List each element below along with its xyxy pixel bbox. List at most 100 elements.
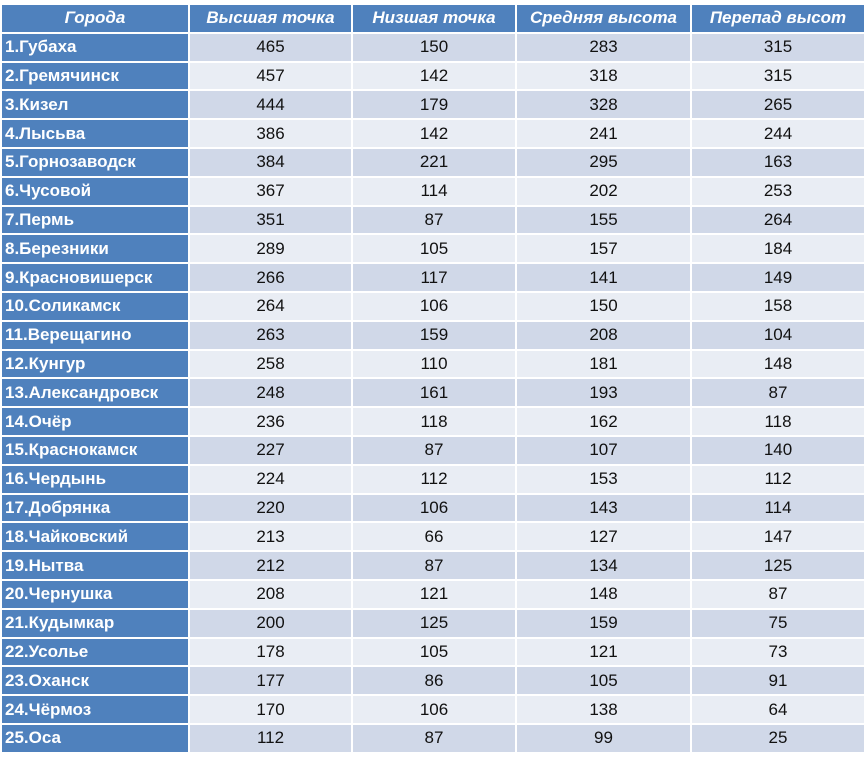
- cell-diff: 253: [692, 177, 864, 205]
- table-row: 13.Александровск 248 161 193 87: [2, 379, 864, 407]
- cell-avg: 141: [517, 264, 690, 291]
- cell-diff: 149: [692, 264, 864, 291]
- table-row: 1.Губаха 465 150 283 315: [2, 33, 864, 61]
- cell-diff: 315: [692, 62, 864, 90]
- cell-diff: 140: [692, 436, 864, 464]
- cell-city: 6.Чусовой: [2, 177, 188, 205]
- cell-max: 224: [190, 465, 351, 493]
- cell-diff: 265: [692, 91, 864, 119]
- column-header-min: Низшая точка: [353, 5, 515, 32]
- cell-avg: 328: [517, 91, 690, 119]
- cell-diff: 148: [692, 350, 864, 378]
- cell-city: 21.Кудымкар: [2, 609, 188, 637]
- table-row: 9.Красновишерск 266 117 141 149: [2, 264, 864, 291]
- cell-diff: 87: [692, 580, 864, 608]
- cell-max: 177: [190, 667, 351, 695]
- cell-avg: 121: [517, 638, 690, 666]
- table-row: 7.Пермь 351 87 155 264: [2, 206, 864, 234]
- cell-city: 3.Кизел: [2, 91, 188, 119]
- table-row: 12.Кунгур 258 110 181 148: [2, 350, 864, 378]
- cell-avg: 295: [517, 148, 690, 176]
- cell-city: 7.Пермь: [2, 206, 188, 234]
- cell-avg: 153: [517, 465, 690, 493]
- cell-min: 110: [353, 350, 515, 378]
- column-header-diff: Перепад высот: [692, 5, 864, 32]
- cell-max: 289: [190, 235, 351, 263]
- cell-min: 87: [353, 724, 515, 752]
- cell-min: 112: [353, 465, 515, 493]
- cell-max: 213: [190, 523, 351, 551]
- cell-min: 142: [353, 62, 515, 90]
- cell-diff: 125: [692, 552, 864, 579]
- cell-diff: 118: [692, 408, 864, 435]
- cell-diff: 147: [692, 523, 864, 551]
- cell-max: 351: [190, 206, 351, 234]
- table-row: 21.Кудымкар 200 125 159 75: [2, 609, 864, 637]
- cell-diff: 75: [692, 609, 864, 637]
- cell-city: 8.Березники: [2, 235, 188, 263]
- cell-max: 208: [190, 580, 351, 608]
- cell-min: 106: [353, 494, 515, 522]
- cell-avg: 181: [517, 350, 690, 378]
- cell-city: 5.Горнозаводск: [2, 148, 188, 176]
- table-row: 14.Очёр 236 118 162 118: [2, 408, 864, 435]
- cell-city: 10.Соликамск: [2, 292, 188, 320]
- cell-avg: 127: [517, 523, 690, 551]
- cell-diff: 315: [692, 33, 864, 61]
- table-row: 24.Чёрмоз 170 106 138 64: [2, 696, 864, 723]
- cell-avg: 99: [517, 724, 690, 752]
- cell-avg: 193: [517, 379, 690, 407]
- cell-diff: 112: [692, 465, 864, 493]
- table-row: 3.Кизел 444 179 328 265: [2, 91, 864, 119]
- cell-avg: 148: [517, 580, 690, 608]
- cell-max: 220: [190, 494, 351, 522]
- table-header-row: Города Высшая точка Низшая точка Средняя вы…: [2, 5, 864, 32]
- cell-max: 465: [190, 33, 351, 61]
- cell-min: 142: [353, 120, 515, 147]
- cell-max: 386: [190, 120, 351, 147]
- cell-min: 121: [353, 580, 515, 608]
- cell-max: 444: [190, 91, 351, 119]
- cell-min: 87: [353, 436, 515, 464]
- cell-min: 221: [353, 148, 515, 176]
- table-row: 25.Оса 112 87 99 25: [2, 724, 864, 752]
- cell-max: 263: [190, 321, 351, 349]
- cell-diff: 114: [692, 494, 864, 522]
- cell-min: 87: [353, 552, 515, 579]
- cell-city: 22.Усолье: [2, 638, 188, 666]
- cell-max: 258: [190, 350, 351, 378]
- cell-diff: 91: [692, 667, 864, 695]
- cell-city: 11.Верещагино: [2, 321, 188, 349]
- cell-avg: 107: [517, 436, 690, 464]
- table-row: 4.Лысьва 386 142 241 244: [2, 120, 864, 147]
- cell-avg: 157: [517, 235, 690, 263]
- cell-city: 1.Губаха: [2, 33, 188, 61]
- cell-diff: 264: [692, 206, 864, 234]
- cell-max: 264: [190, 292, 351, 320]
- cell-avg: 150: [517, 292, 690, 320]
- cell-max: 200: [190, 609, 351, 637]
- table-row: 17.Добрянка 220 106 143 114: [2, 494, 864, 522]
- cell-diff: 104: [692, 321, 864, 349]
- cell-diff: 158: [692, 292, 864, 320]
- table-row: 22.Усолье 178 105 121 73: [2, 638, 864, 666]
- cell-city: 23.Оханск: [2, 667, 188, 695]
- cell-city: 2.Гремячинск: [2, 62, 188, 90]
- table-row: 8.Березники 289 105 157 184: [2, 235, 864, 263]
- cell-max: 457: [190, 62, 351, 90]
- cell-city: 12.Кунгур: [2, 350, 188, 378]
- cell-city: 24.Чёрмоз: [2, 696, 188, 723]
- column-header-city: Города: [2, 5, 188, 32]
- table-row: 20.Чернушка 208 121 148 87: [2, 580, 864, 608]
- cell-avg: 241: [517, 120, 690, 147]
- table-row: 11.Верещагино 263 159 208 104: [2, 321, 864, 349]
- cell-city: 16.Чердынь: [2, 465, 188, 493]
- cell-diff: 163: [692, 148, 864, 176]
- cell-city: 19.Нытва: [2, 552, 188, 579]
- table-row: 23.Оханск 177 86 105 91: [2, 667, 864, 695]
- cell-min: 125: [353, 609, 515, 637]
- cell-min: 179: [353, 91, 515, 119]
- table-row: 5.Горнозаводск 384 221 295 163: [2, 148, 864, 176]
- cell-avg: 138: [517, 696, 690, 723]
- table-row: 15.Краснокамск 227 87 107 140: [2, 436, 864, 464]
